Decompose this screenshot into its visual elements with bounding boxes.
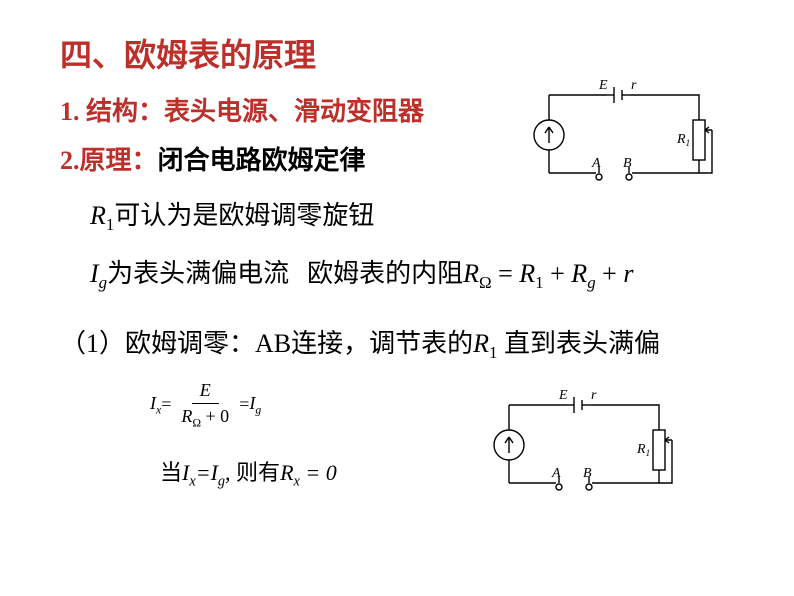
ig-note: Ig为表头满偏电流 (90, 253, 289, 293)
section-title: 四、欧姆表的原理 (60, 30, 754, 76)
circuit-diagram-top: E r R1 A B (529, 75, 719, 195)
circuit-diagram-bottom: E r R1 A B (489, 385, 679, 505)
principle-prefix: 2.原理： (60, 146, 158, 175)
label-E: E (598, 78, 608, 93)
rohm-label: 欧姆表的内阻 (307, 259, 463, 288)
struct-num: 1. (60, 97, 80, 126)
r1-text: 可认为是欧姆调零旋钮 (114, 201, 374, 230)
svg-text:E: E (558, 388, 568, 403)
label-A: A (591, 156, 601, 171)
principle-text: 闭合电路欧姆定律 (158, 146, 366, 175)
ig-row: Ig为表头满偏电流 欧姆表的内阻RΩ = R1 + Rg + r (90, 253, 754, 293)
svg-text:r: r (591, 388, 597, 403)
svg-text:A: A (551, 466, 561, 481)
svg-text:B: B (583, 466, 592, 481)
step-1-line: （1）欧姆调零：AB连接，调节表的R1 直到表头满偏 (60, 323, 754, 363)
label-B: B (623, 156, 632, 171)
label-R1: R1 (676, 132, 690, 148)
var-R1: R1 (90, 201, 114, 230)
ig-text: 为表头满偏电流 (107, 259, 289, 288)
svg-text:R1: R1 (636, 442, 650, 458)
r1-note-line: R1可认为是欧姆调零旋钮 (90, 195, 754, 235)
internal-resistance-eq: 欧姆表的内阻RΩ = R1 + Rg + r (307, 253, 633, 293)
fraction-equation: Ix = E RΩ + 0 = Ig (150, 380, 261, 430)
struct-text: 结构：表头电源、滑动变阻器 (86, 97, 424, 126)
label-r: r (631, 78, 637, 93)
var-Ig: Ig (90, 259, 107, 288)
